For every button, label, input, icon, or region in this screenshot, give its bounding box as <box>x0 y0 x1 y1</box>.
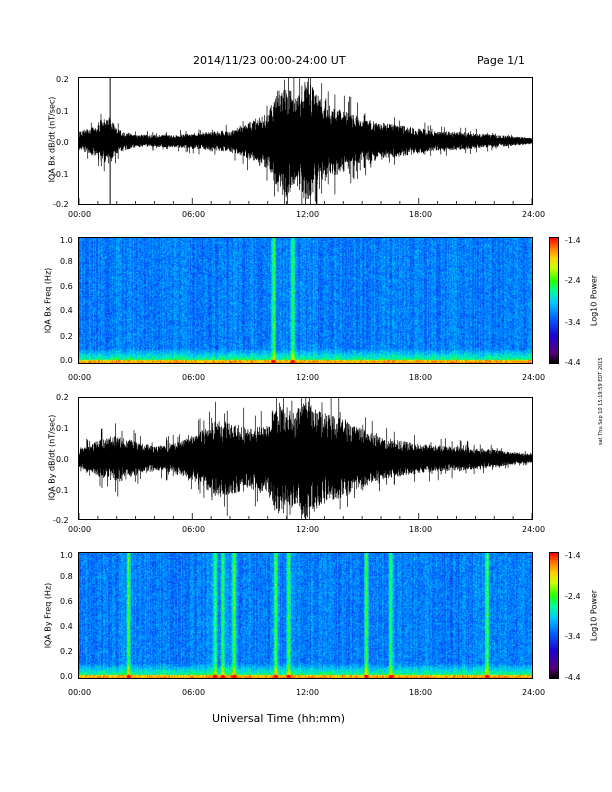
xtick: 00:00 <box>68 373 92 382</box>
xtick: 12:00 <box>296 210 320 219</box>
xtick: 12:00 <box>296 373 320 382</box>
xtick: 00:00 <box>68 688 92 697</box>
xtick: 24:00 <box>522 210 546 219</box>
xtick: 18:00 <box>409 688 433 697</box>
panel-by-waveform <box>78 397 533 520</box>
ytick: 0.8 <box>60 572 73 581</box>
colorbar-tick: -2.4 <box>565 276 581 285</box>
chart-title: 2014/11/23 00:00-24:00 UT <box>193 54 346 67</box>
colorbar-tick: -2.4 <box>565 592 581 601</box>
xtick: 18:00 <box>409 373 433 382</box>
ytick: 0.1 <box>56 107 69 116</box>
ytick: -0.2 <box>53 516 69 525</box>
generation-timestamp: sat Thu Sep 10 15:19:59 EDT 2015 <box>598 357 604 445</box>
xtick: 06:00 <box>182 688 206 697</box>
colorbar-bx <box>549 237 559 364</box>
waveform-series <box>78 398 533 519</box>
ytick: 0.2 <box>60 647 73 656</box>
ytick: 0.2 <box>60 332 73 341</box>
panel-bx-waveform <box>78 77 533 205</box>
x-axis-label: Universal Time (hh:mm) <box>212 712 345 725</box>
ytick: 0.2 <box>56 393 69 402</box>
ytick: 0.8 <box>60 257 73 266</box>
xtick: 06:00 <box>182 525 206 534</box>
colorbar-by <box>549 552 559 679</box>
colorbar-tick: -4.4 <box>565 358 581 367</box>
xtick: 24:00 <box>522 525 546 534</box>
xtick: 12:00 <box>296 688 320 697</box>
waveform-series <box>78 78 533 204</box>
ytick: 1.0 <box>60 236 73 245</box>
colorbar-tick: -3.4 <box>565 318 581 327</box>
ytick: -0.1 <box>53 170 69 179</box>
xtick: 00:00 <box>68 525 92 534</box>
xtick: 12:00 <box>296 525 320 534</box>
xtick: 24:00 <box>522 688 546 697</box>
ytick: 0.6 <box>60 597 73 606</box>
colorbar-label: Log10 Power <box>589 589 599 642</box>
colorbar-tick: -4.4 <box>565 673 581 682</box>
ytick: 0.4 <box>60 306 73 315</box>
xtick: 00:00 <box>68 210 92 219</box>
xtick: 06:00 <box>182 373 206 382</box>
page-indicator: Page 1/1 <box>477 54 525 67</box>
ytick: 0.6 <box>60 282 73 291</box>
xtick: 18:00 <box>409 210 433 219</box>
by-spectrogram-heatmap <box>79 553 532 678</box>
by-spectrogram-ylabel: IQA By Freq (Hz) <box>43 582 53 649</box>
xtick: 24:00 <box>522 373 546 382</box>
ytick: 0.1 <box>56 424 69 433</box>
bx-spectrogram-ylabel: IQA Bx Freq (Hz) <box>43 267 53 334</box>
colorbar-tick: -1.4 <box>565 551 581 560</box>
bx-spectrogram-heatmap <box>79 238 532 363</box>
ytick: 0.0 <box>60 672 73 681</box>
ytick: 0.4 <box>60 622 73 631</box>
ytick: -0.1 <box>53 486 69 495</box>
ytick: -0.2 <box>53 200 69 209</box>
panel-bx-spectrogram <box>78 237 533 364</box>
by-waveform-plot <box>78 398 533 519</box>
panel-by-spectrogram <box>78 552 533 679</box>
colorbar-label: Log10 Power <box>589 274 599 327</box>
bx-waveform-plot <box>78 78 533 204</box>
ytick: 0.2 <box>56 75 69 84</box>
ytick: 1.0 <box>60 551 73 560</box>
ytick: 0.0 <box>56 455 69 464</box>
xtick: 18:00 <box>409 525 433 534</box>
ytick: 0.0 <box>60 356 73 365</box>
xtick: 06:00 <box>182 210 206 219</box>
ytick: 0.0 <box>56 138 69 147</box>
colorbar-tick: -3.4 <box>565 632 581 641</box>
colorbar-tick: -1.4 <box>565 236 581 245</box>
